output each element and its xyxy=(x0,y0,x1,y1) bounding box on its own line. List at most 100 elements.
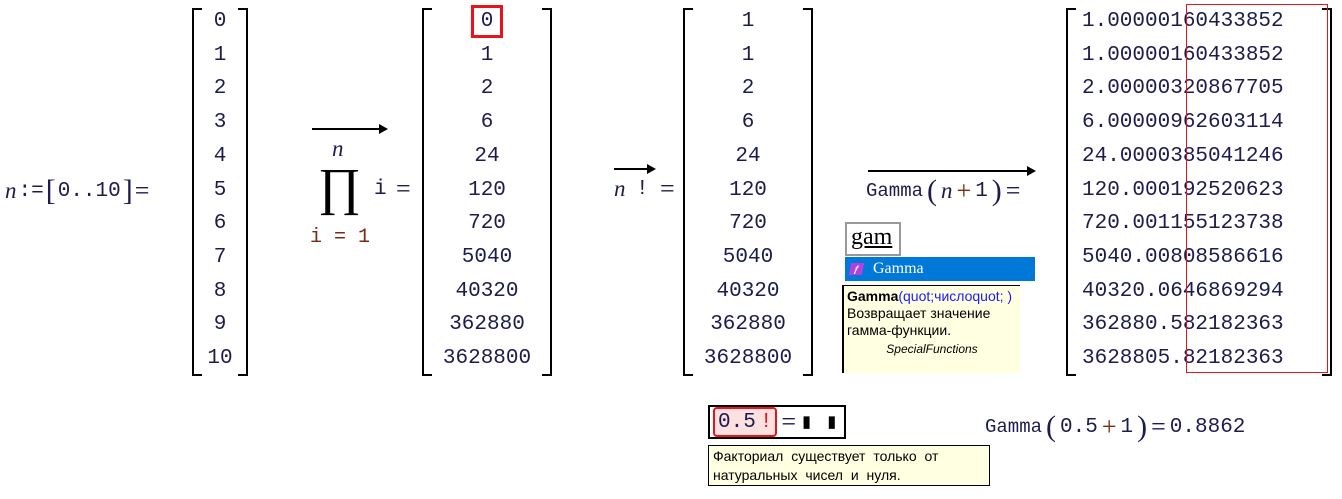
cell-suffix: 160433852 xyxy=(1170,43,1284,67)
matrix-cell[interactable]: 5040 xyxy=(722,245,774,269)
matrix-cell[interactable]: 120 xyxy=(468,178,506,202)
matrix-factorial[interactable]: 1 1 2 6 24 120 720 5040 40320 362880 3628800 xyxy=(683,8,813,376)
matrix-cell[interactable]: 10 xyxy=(207,347,233,370)
error-op: ! xyxy=(759,410,773,434)
cell-suffix: .82182363 xyxy=(1170,347,1284,370)
suggestion-label: Gamma xyxy=(873,260,924,277)
autocomplete-suggestion-gamma[interactable]: ƒ Gamma xyxy=(845,257,1035,281)
matrix-cell[interactable]: 40320.0646869294 xyxy=(1068,277,1330,307)
bracket-right xyxy=(1322,8,1330,376)
result-placeholder[interactable]: ▮ ▮ xyxy=(800,412,838,435)
matrix-cell[interactable]: 1 xyxy=(213,43,227,67)
matrix-cell[interactable]: 24.0000385041246 xyxy=(1068,142,1330,172)
matrix-cell[interactable]: 362880 xyxy=(710,313,786,337)
cell-prefix: 24.0000 xyxy=(1082,144,1171,168)
cell-prefix: 6.00000 xyxy=(1082,111,1171,135)
matrix-cell[interactable]: 4 xyxy=(213,144,227,168)
matrix-cell[interactable]: 1 xyxy=(741,10,755,33)
matrix-cell[interactable]: 362880.582182363 xyxy=(1068,310,1330,340)
cell-prefix: 1.00000 xyxy=(1082,43,1171,67)
cell-prefix: 3628805 xyxy=(1082,347,1171,370)
matrix-cell[interactable]: 1 xyxy=(480,43,494,67)
matrix-cell[interactable]: 3628800 xyxy=(703,347,793,370)
cell-prefix: 1.00000 xyxy=(1082,10,1171,33)
bracket-right xyxy=(542,8,550,376)
bracket-left xyxy=(194,8,202,376)
vectorize-arrow xyxy=(312,124,388,134)
matrix-cell[interactable]: 2 xyxy=(741,77,755,101)
matrix-cell[interactable]: 8 xyxy=(213,279,227,303)
matrix-cell[interactable]: 2 xyxy=(480,77,494,101)
matrix-cell[interactable]: 40320 xyxy=(455,279,519,303)
matrix-cell[interactable]: 6 xyxy=(741,111,755,135)
cell-prefix: 40320.0 xyxy=(1082,279,1171,303)
equals: = xyxy=(134,176,150,205)
cell-suffix: 808586616 xyxy=(1170,245,1284,269)
variable-n: n xyxy=(5,178,17,203)
matrix-n[interactable]: 0 1 2 3 4 5 6 7 8 9 10 xyxy=(192,8,248,376)
matrix-cell[interactable]: 24 xyxy=(735,144,761,168)
gamma-one: 1 xyxy=(975,179,988,203)
matrix-cell[interactable]: 40320 xyxy=(716,279,780,303)
equals: = xyxy=(1151,412,1166,441)
bracket-left xyxy=(424,8,432,376)
matrix-cell[interactable]: 24 xyxy=(474,144,500,168)
cell-suffix: 160433852 xyxy=(1170,10,1284,33)
range-definition[interactable]: n := [ 0..10 ] = xyxy=(5,174,150,207)
matrix-product[interactable]: 0 1 2 6 24 120 720 5040 40320 362880 3628800 xyxy=(422,8,552,376)
matrix-cell[interactable]: 9 xyxy=(213,313,227,337)
paren-open: ( xyxy=(1046,410,1057,443)
matrix-cell[interactable]: 5040.00808586616 xyxy=(1068,243,1330,273)
error-expression[interactable]: 0.5 ! = ▮ ▮ xyxy=(708,405,846,439)
cell-prefix: 720.001 xyxy=(1082,212,1171,236)
error-value: 0.5 xyxy=(718,410,756,434)
matrix-cell[interactable]: 6.00000962603114 xyxy=(1068,108,1330,138)
matrix-cell[interactable]: 720 xyxy=(468,212,506,236)
matrix-cell[interactable]: 6 xyxy=(480,111,494,135)
gamma-one: 1 xyxy=(1120,415,1134,439)
tooltip-description: Возвращает значение гамма-функции. xyxy=(847,305,991,338)
cell-suffix: 385041246 xyxy=(1170,144,1284,168)
matrix-cell[interactable]: 5040 xyxy=(461,245,513,269)
product-upper: n xyxy=(332,136,344,161)
matrix-cell[interactable]: 2.00000320867705 xyxy=(1068,74,1330,104)
autocomplete-input[interactable]: gam xyxy=(845,222,901,256)
gamma-half-expression[interactable]: Gamma ( 0.5 + 1 ) = 0.8862 xyxy=(985,410,1245,444)
plus: + xyxy=(1101,412,1117,441)
matrix-cell[interactable]: 2 xyxy=(213,77,227,101)
function-icon: ƒ xyxy=(848,263,865,275)
matrix-cell[interactable]: 120.000192520623 xyxy=(1068,176,1330,206)
matrix-cell[interactable]: 5 xyxy=(213,178,227,202)
matrix-cell[interactable]: 720.001155123738 xyxy=(1068,209,1330,239)
cell-suffix: 155123738 xyxy=(1170,212,1284,236)
matrix-cell[interactable]: 1.00000160433852 xyxy=(1068,41,1330,71)
product-lower: i = 1 xyxy=(310,226,371,249)
paren-close: ) xyxy=(991,174,1002,207)
matrix-cell[interactable]: 3 xyxy=(213,111,227,135)
vectorize-arrow xyxy=(868,166,1036,176)
equals: = xyxy=(396,174,411,203)
matrix-cell[interactable]: 0 xyxy=(480,10,494,33)
matrix-cell[interactable]: 1 xyxy=(741,43,755,67)
range-open: [ xyxy=(45,174,56,207)
matrix-cell[interactable]: 362880 xyxy=(449,313,525,337)
gamma-result: 0.8862 xyxy=(1169,415,1246,439)
matrix-cell[interactable]: 120 xyxy=(729,178,767,202)
bracket-right xyxy=(803,8,811,376)
bracket-left xyxy=(685,8,693,376)
matrix-cell[interactable]: 7 xyxy=(213,245,227,269)
bracket-left xyxy=(1068,8,1076,376)
matrix-cell[interactable]: 1.00000160433852 xyxy=(1068,7,1330,37)
gamma-arg: n xyxy=(941,178,953,203)
error-operand[interactable]: 0.5 ! xyxy=(713,407,778,437)
matrix-cell[interactable]: 720 xyxy=(729,212,767,236)
tooltip-func: Gamma xyxy=(847,288,899,304)
error-tooltip: Факториал существует только от натуральн… xyxy=(708,445,990,486)
matrix-cell[interactable]: 3628805.82182363 xyxy=(1068,344,1330,374)
matrix-cell[interactable]: 3628800 xyxy=(442,347,532,370)
matrix-cell[interactable]: 6 xyxy=(213,212,227,236)
matrix-cell[interactable]: 0 xyxy=(213,10,227,33)
cell-suffix: 646869294 xyxy=(1170,279,1284,303)
gamma-expression[interactable]: Gamma ( n + 1 ) = xyxy=(866,174,1020,208)
matrix-gamma[interactable]: 1.00000160433852 1.00000160433852 2.000003… xyxy=(1066,8,1332,376)
